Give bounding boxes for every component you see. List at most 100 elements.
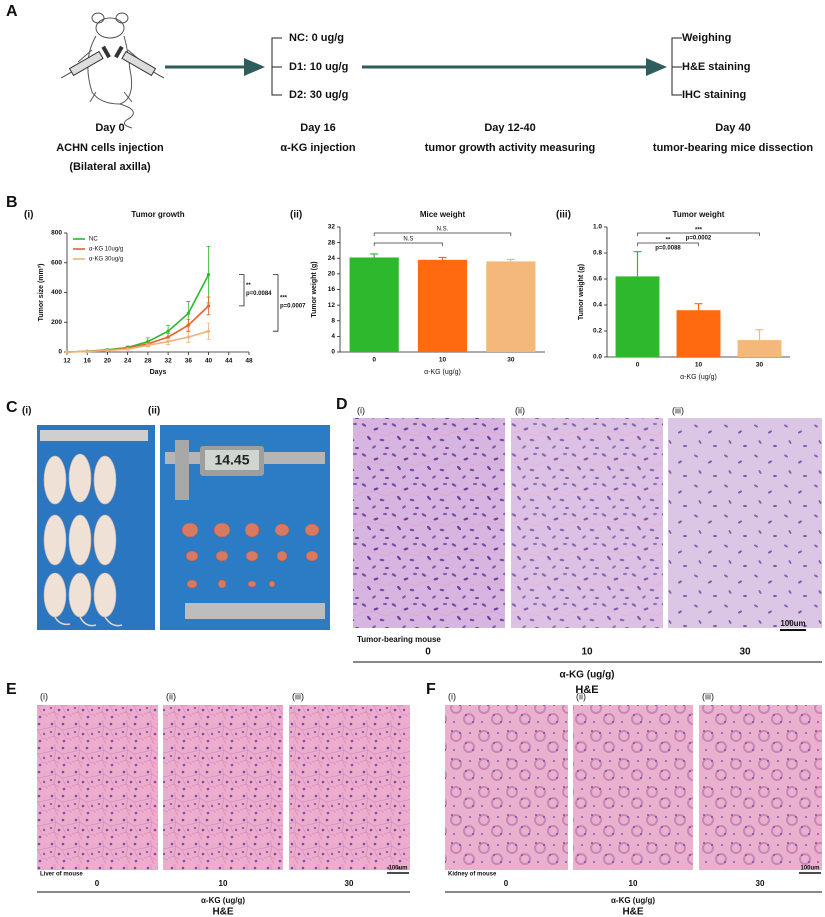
significance-bracket	[239, 274, 245, 307]
sublabel: (i)	[357, 405, 365, 415]
x-tick-label: 48	[245, 358, 253, 365]
caliper-reading: 14.45	[214, 452, 249, 468]
y-tick-label: 1.0	[593, 224, 602, 231]
data-point	[65, 350, 69, 354]
data-point	[206, 304, 211, 308]
error-bar	[755, 329, 764, 341]
group-label: NC: 0 ug/g	[289, 32, 344, 44]
step-label: tumor growth activity measuring	[425, 142, 596, 154]
caption: Tumor-bearing mouse	[357, 635, 441, 644]
sublabel: (ii)	[515, 405, 525, 415]
axis-label: α-KG (ug/g)	[611, 896, 655, 905]
sublabel: (iii)	[292, 691, 304, 701]
y-tick-label: 12	[328, 302, 336, 309]
significance-bracket	[373, 232, 512, 236]
sublabel: (i)	[40, 691, 48, 701]
significance-stars: **	[246, 283, 251, 289]
significance-bracket	[373, 242, 443, 246]
histology-image	[353, 418, 505, 628]
scale-label: 100um	[800, 866, 819, 872]
data-point	[166, 329, 170, 333]
scale-label: 100um	[388, 866, 407, 872]
significance-bracket	[637, 232, 760, 236]
significance-label: N.S.	[437, 227, 449, 233]
axis-label: α-KG (ug/g)	[201, 896, 245, 905]
bar	[417, 259, 468, 352]
p-value: p=0.0002	[686, 236, 712, 242]
x-tick-label: 30	[507, 357, 515, 364]
y-tick-label: 200	[51, 319, 62, 326]
stain-label: H&E	[575, 684, 598, 696]
y-axis-label: Tumor weight (g)	[311, 261, 318, 317]
panel-label: E	[6, 681, 17, 698]
sublabel: (ii)	[166, 691, 176, 701]
y-tick-label: 0	[331, 349, 335, 356]
data-point	[146, 343, 150, 347]
dose-label: 30	[756, 879, 765, 888]
legend-label: NC	[89, 237, 98, 243]
panel-label: A	[6, 3, 18, 20]
step-label: ACHN cells injection	[56, 142, 164, 154]
scale-label: 100um	[780, 619, 805, 628]
day-label: Day 12-40	[484, 122, 535, 134]
error-bar	[438, 256, 447, 260]
x-axis-label: Days	[150, 369, 167, 376]
data-point	[166, 335, 170, 339]
dose-label: 10	[629, 879, 638, 888]
outcome-label: Weighing	[682, 32, 731, 44]
y-tick-label: 0.2	[593, 328, 602, 335]
chart-title: Tumor growth	[131, 210, 184, 219]
x-tick-label: 36	[185, 358, 193, 365]
dose-label: 10	[581, 647, 593, 658]
y-tick-label: 20	[328, 271, 336, 278]
sublabel: (i)	[448, 691, 456, 701]
step-label: (Bilateral axilla)	[69, 161, 151, 173]
y-tick-label: 0	[58, 349, 62, 356]
x-tick-label: 40	[205, 358, 213, 365]
histology-image	[668, 418, 822, 628]
y-tick-label: 0.8	[593, 250, 602, 257]
panel-label: C	[6, 399, 18, 416]
caption: Liver of mouse	[40, 872, 83, 878]
dose-label: 0	[504, 879, 509, 888]
p-value: p=0.0084	[246, 291, 272, 297]
y-tick-label: 24	[328, 255, 336, 262]
outcome-label: H&E staining	[682, 61, 750, 73]
x-axis-label: α-KG (ug/g)	[424, 369, 461, 376]
data-point	[85, 349, 89, 354]
y-tick-label: 600	[51, 259, 62, 266]
y-tick-label: 400	[51, 289, 62, 296]
histology-image	[511, 418, 663, 628]
chart-title: Tumor weight	[673, 210, 725, 219]
y-axis-label: Tumor size (mm³)	[38, 264, 45, 322]
significance-stars: **	[666, 238, 671, 244]
bar	[676, 310, 721, 357]
error-bar	[633, 251, 642, 277]
x-tick-label: 28	[144, 358, 152, 365]
data-point	[186, 323, 190, 327]
y-tick-label: 0.6	[593, 276, 602, 283]
histology-image	[37, 705, 158, 870]
bar	[486, 261, 536, 352]
p-value: p=0.0088	[655, 246, 681, 252]
sublabel: (ii)	[148, 406, 160, 417]
x-tick-label: 10	[439, 357, 447, 364]
histology-image	[699, 705, 822, 870]
sublabel: (iii)	[556, 210, 571, 221]
panel-label: D	[336, 396, 348, 413]
y-tick-label: 4	[331, 333, 335, 340]
data-point	[186, 311, 190, 315]
x-tick-label: 0	[372, 357, 376, 364]
step-label: α-KG injection	[280, 142, 355, 154]
data-point	[186, 335, 190, 339]
sublabel: (iii)	[702, 691, 714, 701]
x-tick-label: 24	[124, 358, 132, 365]
x-tick-label: 16	[84, 358, 92, 365]
dose-label: 0	[425, 647, 431, 658]
error-bar	[370, 253, 379, 258]
bracket	[671, 37, 682, 96]
significance-stars: ***	[280, 295, 288, 301]
day-label: Day 16	[300, 122, 335, 134]
data-point	[206, 273, 211, 277]
